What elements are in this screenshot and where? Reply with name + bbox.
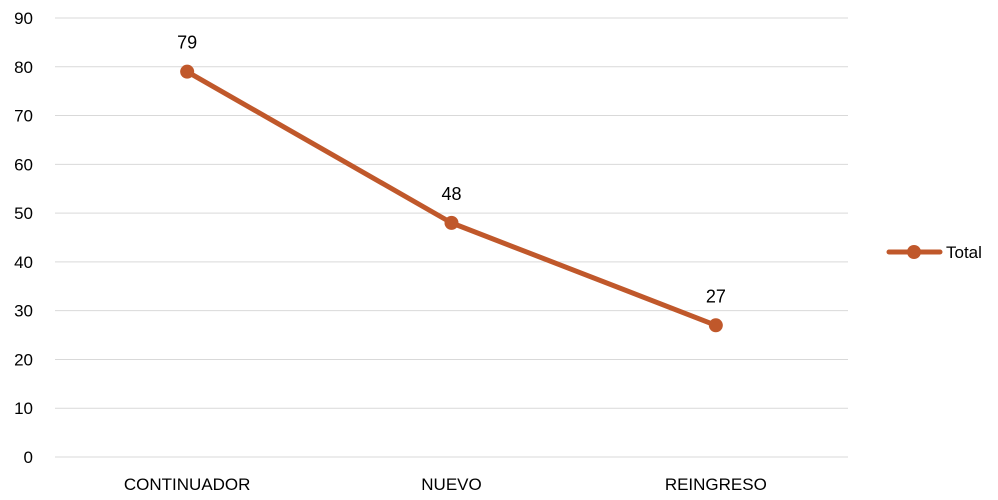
- legend-label: Total: [946, 243, 982, 262]
- y-tick-label: 10: [14, 399, 33, 418]
- y-tick-label: 80: [14, 58, 33, 77]
- legend-dot-marker: [907, 245, 921, 259]
- gridlines: [55, 17, 848, 458]
- data-point: [444, 215, 459, 230]
- data-point: [180, 64, 195, 79]
- data-labels: 79 48 27: [177, 33, 726, 307]
- x-tick-label: REINGRESO: [665, 475, 767, 494]
- y-tick-label: 90: [14, 9, 33, 28]
- legend: Total: [886, 243, 982, 262]
- data-label: 79: [177, 33, 197, 53]
- y-tick-label: 20: [14, 350, 33, 369]
- y-axis-ticks: 0 10 20 30 40 50 60 70 80 90: [14, 9, 33, 467]
- x-tick-label: CONTINUADOR: [124, 475, 251, 494]
- data-label: 27: [706, 286, 726, 306]
- data-label: 48: [441, 184, 461, 204]
- y-tick-label: 50: [14, 204, 33, 223]
- y-tick-label: 0: [24, 448, 33, 467]
- y-tick-label: 60: [14, 155, 33, 174]
- y-tick-label: 70: [14, 107, 33, 126]
- series-layer: [180, 64, 723, 333]
- data-point: [708, 318, 723, 333]
- y-tick-label: 40: [14, 253, 33, 272]
- x-axis-ticks: CONTINUADOR NUEVO REINGRESO: [124, 475, 767, 494]
- y-tick-label: 30: [14, 302, 33, 321]
- x-tick-label: NUEVO: [421, 475, 481, 494]
